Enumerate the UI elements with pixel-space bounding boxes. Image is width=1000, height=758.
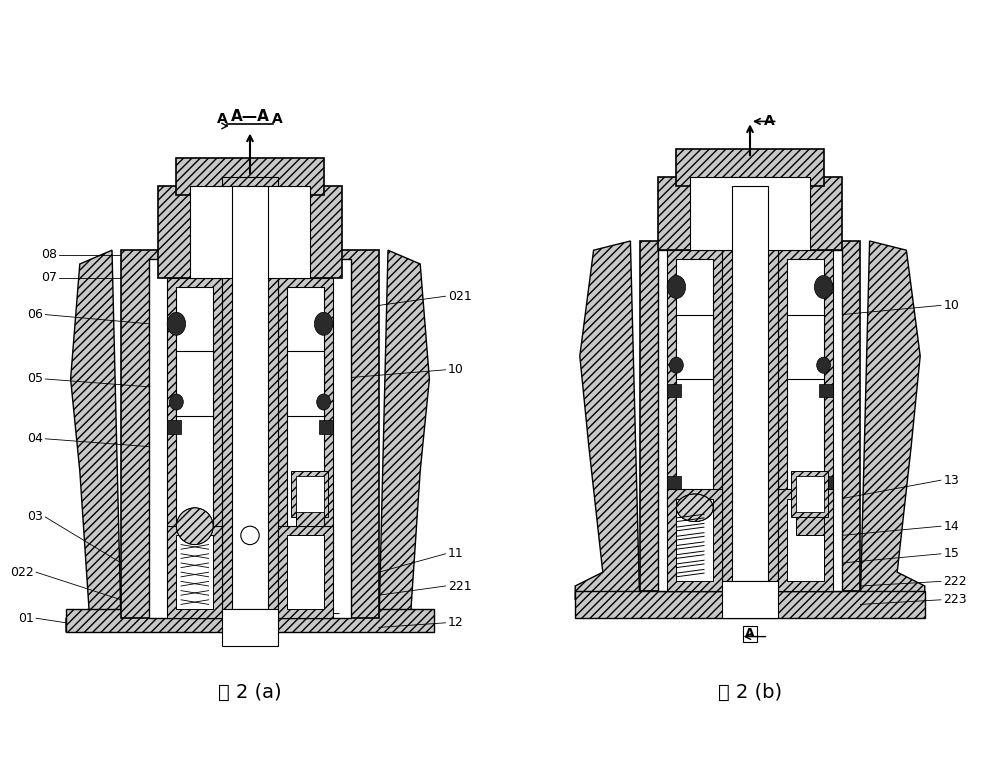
Text: A—A: A—A xyxy=(231,109,269,124)
Circle shape xyxy=(176,508,213,544)
Bar xyxy=(190,186,310,277)
Bar xyxy=(690,177,810,250)
Ellipse shape xyxy=(670,357,683,373)
Bar xyxy=(791,471,828,517)
Bar xyxy=(167,526,222,619)
Text: A: A xyxy=(217,112,228,126)
Bar xyxy=(676,149,824,186)
Text: 14: 14 xyxy=(943,520,959,533)
Text: A: A xyxy=(272,112,283,126)
Text: 图 2 (b): 图 2 (b) xyxy=(718,683,782,702)
Text: 08: 08 xyxy=(41,249,57,262)
Bar xyxy=(278,277,333,563)
Bar xyxy=(722,177,778,590)
Text: A: A xyxy=(745,628,755,641)
Polygon shape xyxy=(575,241,640,600)
Bar xyxy=(121,250,379,619)
Text: 221: 221 xyxy=(448,580,471,593)
Bar xyxy=(176,158,324,195)
Bar xyxy=(722,581,778,619)
Bar xyxy=(287,535,324,609)
Bar xyxy=(667,490,722,590)
Bar xyxy=(658,177,842,250)
Text: 13: 13 xyxy=(943,474,959,487)
Text: 222: 222 xyxy=(943,575,967,588)
Text: 021: 021 xyxy=(448,290,472,302)
Ellipse shape xyxy=(676,494,713,522)
Bar xyxy=(167,421,181,434)
Bar xyxy=(819,384,833,397)
Bar xyxy=(667,384,681,397)
Bar xyxy=(796,517,824,535)
Bar xyxy=(676,259,713,499)
Bar xyxy=(66,609,434,632)
Bar xyxy=(296,475,324,512)
Bar xyxy=(640,241,860,590)
Ellipse shape xyxy=(817,357,830,373)
Bar xyxy=(319,421,333,434)
Text: 06: 06 xyxy=(27,308,43,321)
Bar xyxy=(575,590,925,619)
Bar xyxy=(667,475,681,490)
Bar xyxy=(732,186,768,581)
Text: 12: 12 xyxy=(448,616,464,629)
Bar xyxy=(176,352,213,416)
Bar xyxy=(222,609,278,646)
Bar xyxy=(278,526,333,619)
Bar xyxy=(149,259,351,619)
Text: 10: 10 xyxy=(943,299,959,312)
Text: 07: 07 xyxy=(41,271,57,284)
Bar xyxy=(796,475,824,512)
Ellipse shape xyxy=(167,312,186,335)
Ellipse shape xyxy=(814,275,833,299)
Text: 03: 03 xyxy=(27,510,43,524)
Bar xyxy=(287,352,324,416)
Polygon shape xyxy=(860,241,925,600)
Bar xyxy=(176,287,213,554)
Text: 223: 223 xyxy=(943,594,967,606)
Text: 15: 15 xyxy=(943,547,959,560)
Text: 01: 01 xyxy=(18,612,34,625)
Bar xyxy=(232,186,268,609)
Bar xyxy=(819,475,833,490)
Bar xyxy=(676,499,713,581)
Bar xyxy=(291,471,328,517)
Text: 图 2 (a): 图 2 (a) xyxy=(218,683,282,702)
Bar xyxy=(778,490,833,590)
Text: 04: 04 xyxy=(27,432,43,445)
Bar xyxy=(176,535,213,609)
Bar xyxy=(296,508,324,526)
Text: 022: 022 xyxy=(10,565,34,578)
Ellipse shape xyxy=(170,394,183,410)
Text: A: A xyxy=(764,114,775,128)
Bar xyxy=(222,177,278,619)
Polygon shape xyxy=(379,250,434,632)
Text: 05: 05 xyxy=(27,372,43,386)
Ellipse shape xyxy=(317,394,330,410)
Bar xyxy=(167,277,222,563)
Bar xyxy=(787,315,824,379)
Polygon shape xyxy=(66,250,121,632)
Bar xyxy=(787,499,824,581)
Bar xyxy=(158,186,342,277)
Bar xyxy=(778,250,833,508)
Ellipse shape xyxy=(314,312,333,335)
Bar xyxy=(667,250,722,508)
Text: 11: 11 xyxy=(448,547,464,560)
Bar xyxy=(676,315,713,379)
Ellipse shape xyxy=(667,275,686,299)
Bar xyxy=(658,250,842,590)
Bar xyxy=(787,259,824,499)
Circle shape xyxy=(241,526,259,544)
Text: 10: 10 xyxy=(448,363,464,376)
Bar xyxy=(287,287,324,554)
